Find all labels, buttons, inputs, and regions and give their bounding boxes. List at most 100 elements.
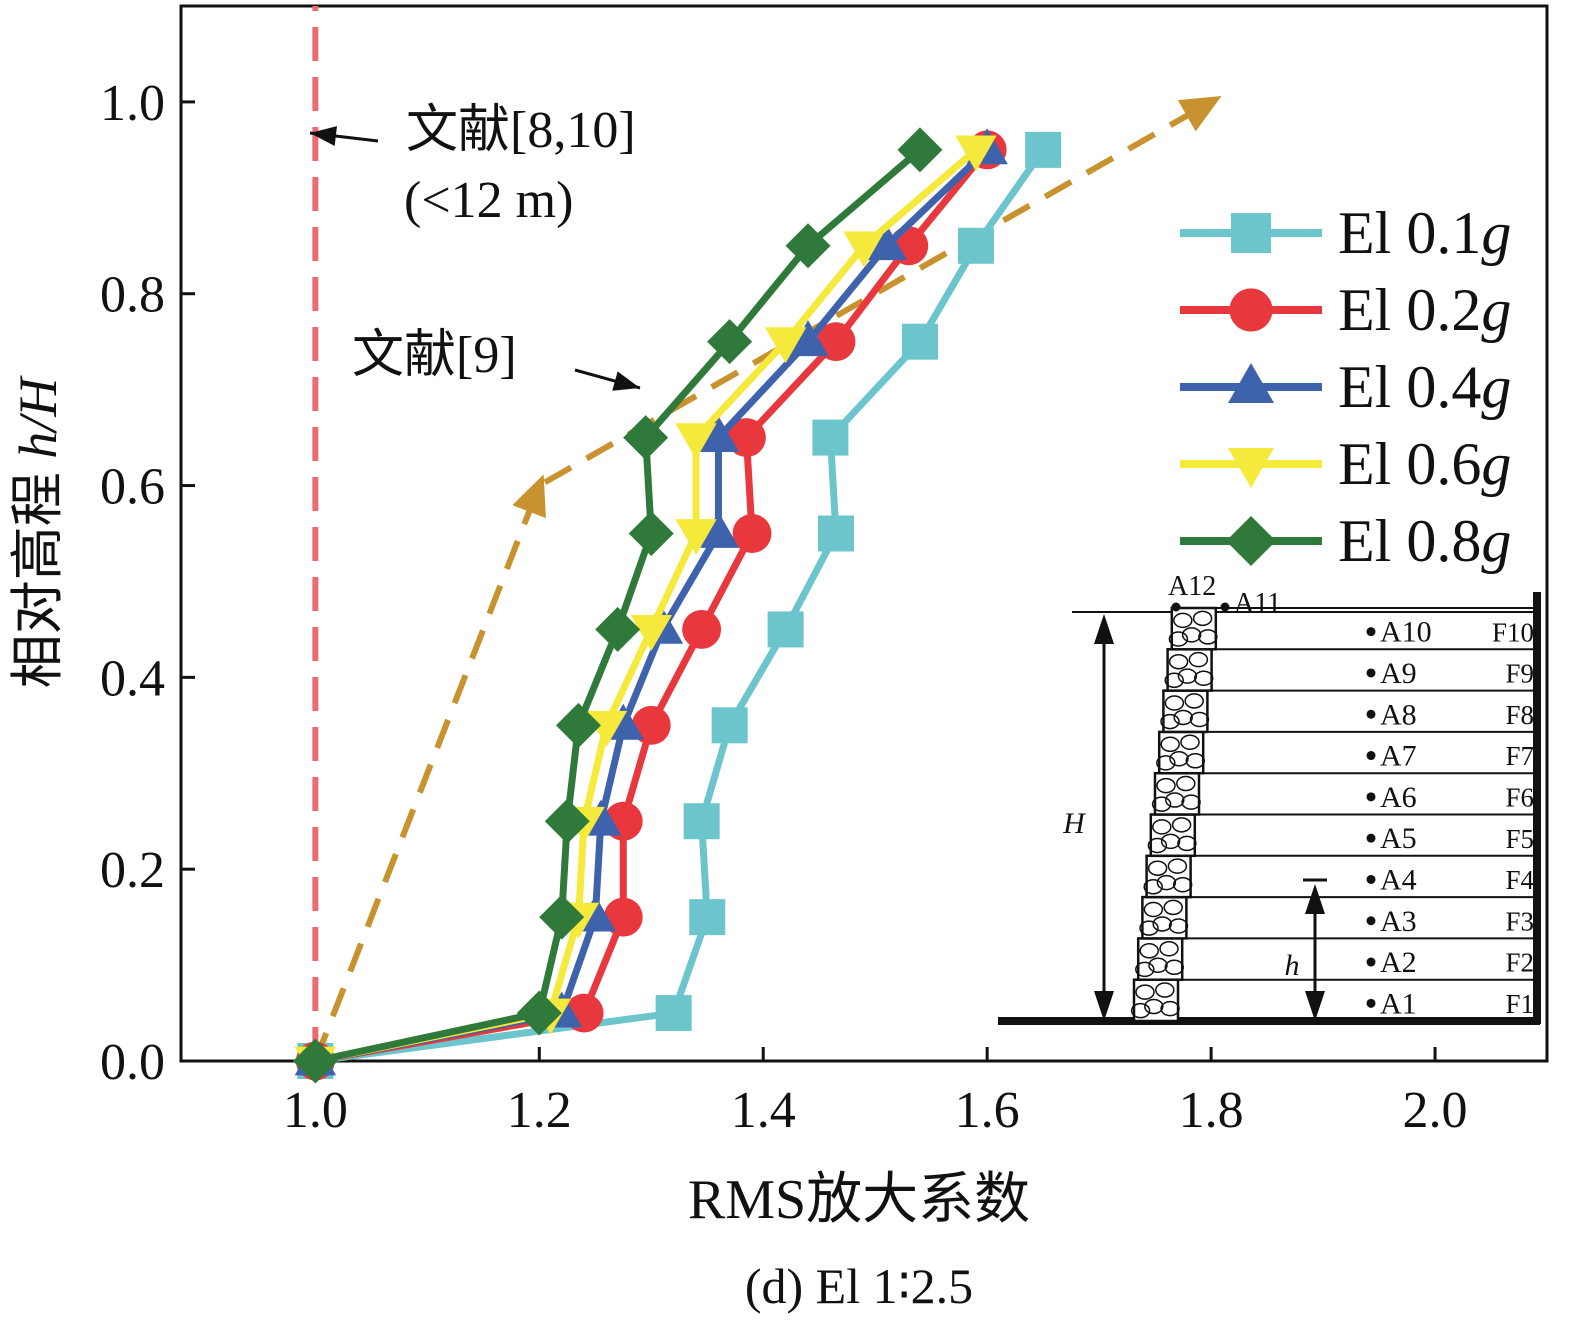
x-tick-label: 1.8	[1179, 1082, 1244, 1139]
y-tick-label: 0.8	[100, 267, 165, 324]
legend-entry: El 0.8g	[1180, 508, 1511, 574]
inset-stone	[1148, 957, 1168, 973]
inset-stone	[1198, 629, 1218, 645]
y-axis-label: 相对高程 h/H	[8, 375, 68, 689]
legend-label-unit: g	[1481, 508, 1511, 574]
inset-point-label: A1	[1380, 987, 1417, 1020]
inset-stone	[1156, 755, 1176, 771]
legend-label-unit: g	[1481, 277, 1511, 343]
inset-stone	[1168, 918, 1189, 934]
legend-label: El 0.8g	[1338, 508, 1511, 574]
inset-stone	[1165, 792, 1185, 808]
inset-point-label: A4	[1380, 863, 1417, 896]
series-triangle-up	[294, 128, 1008, 1076]
inset-layer-label: F4	[1505, 865, 1534, 895]
data-point	[631, 705, 671, 745]
legend-marker	[1228, 448, 1274, 488]
inset-stone	[1155, 982, 1175, 998]
inset-stone	[1189, 711, 1210, 728]
inset-stone	[1139, 920, 1159, 936]
inset-point-label: A10	[1380, 616, 1432, 649]
inset-stone	[1193, 670, 1214, 686]
figure-caption: (d) El 1∶2.5	[745, 1258, 973, 1314]
inset-stone	[1151, 796, 1172, 812]
inset-stone	[1173, 709, 1193, 726]
inset-layer-label: F10	[1492, 617, 1534, 647]
x-tick-label: 1.0	[283, 1082, 348, 1139]
data-point	[292, 1038, 338, 1084]
inset-stone	[1172, 876, 1193, 893]
inset-layer-label: F6	[1505, 783, 1534, 813]
inset-point-label: A3	[1380, 905, 1417, 938]
inset-layer-label: F2	[1505, 948, 1534, 978]
inset-stone	[1135, 961, 1155, 978]
data-point	[764, 327, 807, 364]
inset-stone	[1167, 858, 1188, 874]
data-point	[901, 323, 938, 360]
inset-stone	[1164, 695, 1185, 711]
inset-stone	[1147, 837, 1168, 854]
inset-point-dot	[1366, 709, 1376, 719]
legend-label-text: El 0.8	[1338, 508, 1481, 574]
inset-point-dot	[1366, 874, 1376, 884]
data-point	[689, 899, 726, 936]
inset-stone	[1159, 940, 1179, 957]
data-point	[1025, 131, 1062, 168]
inset-stone	[1130, 1002, 1151, 1019]
inset-point-dot	[1366, 792, 1376, 802]
data-point	[843, 231, 885, 268]
inset-point-label: A11	[1234, 588, 1281, 619]
legend-label-unit: g	[1481, 200, 1511, 266]
legend-marker	[1229, 288, 1273, 332]
legend-entry: El 0.1g	[1180, 200, 1511, 266]
inset-layer-label: F8	[1505, 700, 1534, 730]
data-point	[816, 322, 856, 362]
reference-9-marker	[512, 474, 546, 519]
series-triangle-down	[294, 135, 997, 1083]
inset-stone	[1176, 775, 1196, 792]
annotation-arrow-head	[612, 371, 640, 391]
data-point	[818, 515, 855, 552]
inset-stone	[1152, 916, 1172, 932]
inset-stone	[1168, 631, 1189, 647]
legend-entry: El 0.2g	[1180, 277, 1511, 343]
inset-stone	[1156, 874, 1177, 891]
inset-point-dot	[1366, 751, 1376, 761]
data-point	[812, 419, 849, 456]
data-point	[675, 519, 717, 556]
legend-label: El 0.1g	[1338, 200, 1511, 266]
data-point	[516, 990, 562, 1036]
data-point	[955, 135, 997, 172]
inset-point-dot	[1366, 957, 1376, 967]
inset-stone	[1156, 777, 1176, 794]
inset-stone	[1160, 1000, 1180, 1017]
inset-layer-label: F1	[1505, 989, 1534, 1019]
inset-point-dot	[1171, 602, 1181, 612]
inset-layer-label: F3	[1505, 906, 1534, 936]
inset-stone	[1160, 713, 1180, 730]
annotation-ref-8-10: 文献[8,10]	[406, 102, 636, 159]
inset-stone	[1139, 943, 1159, 959]
inset-partial-arrow-head	[1305, 884, 1325, 914]
legend-entry: El 0.6g	[1180, 431, 1511, 497]
legend-label: El 0.4g	[1338, 354, 1511, 420]
y-axis-label-italic: h/H	[8, 375, 68, 459]
data-point	[675, 423, 717, 460]
inset-stone	[1168, 653, 1189, 670]
data-point	[539, 894, 585, 940]
annotation-arrow-head	[310, 126, 337, 146]
x-tick-label: 1.2	[507, 1082, 572, 1139]
inset-height-label: H	[1062, 807, 1087, 840]
legend-label-text: El 0.1	[1338, 200, 1481, 266]
data-point	[623, 415, 669, 461]
inset-stone	[1185, 753, 1206, 769]
inset-stone	[1181, 794, 1201, 810]
inset-stone	[1181, 627, 1202, 643]
data-point	[897, 127, 943, 173]
inset-layer-label: F5	[1505, 824, 1534, 854]
data-point	[865, 224, 908, 261]
plot-frame	[179, 4, 1549, 1063]
inset-stone	[1169, 750, 1189, 767]
data-point	[787, 320, 829, 357]
data-point	[697, 415, 740, 452]
